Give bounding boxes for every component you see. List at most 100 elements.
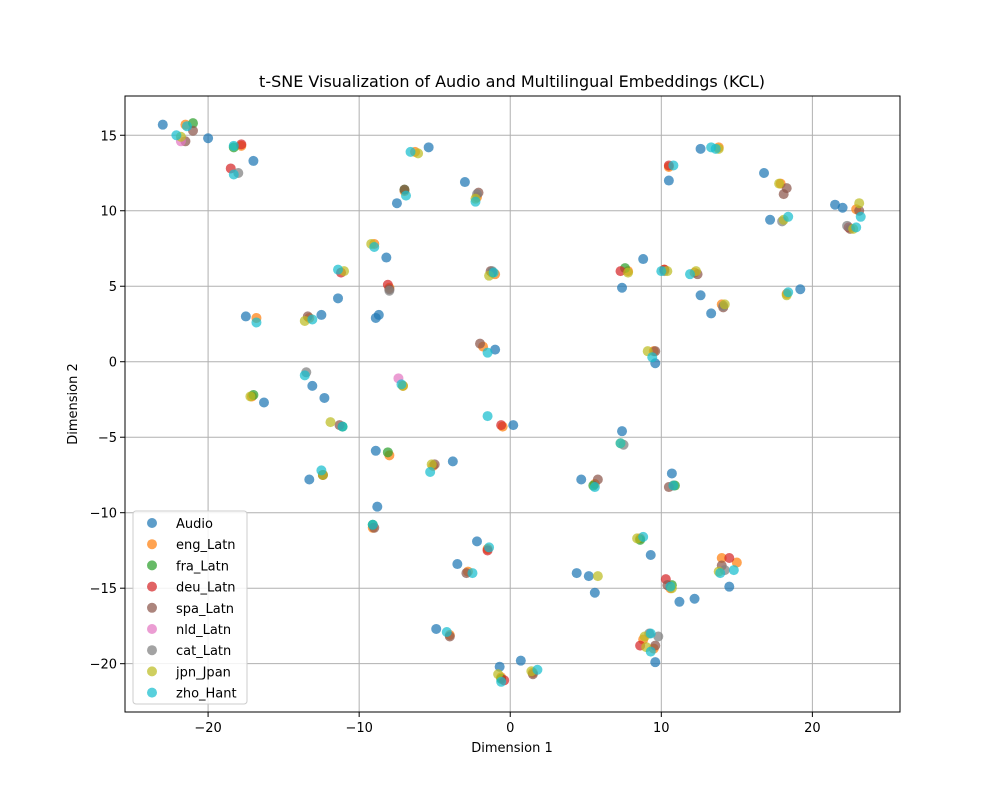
point-audio [240,311,251,322]
point-cat-latn [384,285,395,296]
legend-label-spa-latn: spa_Latn [176,602,234,617]
point-audio [203,133,214,144]
point-zho-hant [496,676,507,687]
legend-label-eng-latn: eng_Latn [176,538,236,553]
point-zho-hant [668,160,679,171]
point-audio [571,568,582,579]
point-audio [508,420,519,431]
point-deu-latn [496,420,507,431]
x-tick-label: 10 [653,721,670,736]
point-zho-hant [783,287,794,298]
point-zho-hant [333,264,344,275]
point-audio [724,581,735,592]
point-zho-hant [171,130,182,141]
point-zho-hant [307,314,318,325]
point-audio [370,445,381,456]
y-tick-label: 15 [100,129,117,144]
point-zho-hant [783,211,794,222]
x-tick-label: −20 [194,721,221,736]
point-audio [307,380,318,391]
point-jpn-jpan [854,198,865,209]
point-audio [370,312,381,323]
point-audio [689,593,700,604]
point-zho-hant [638,531,649,542]
point-jpn-jpan [426,459,437,470]
point-audio [333,293,344,304]
legend-marker-nld-latn [147,624,157,634]
point-zho-hant [482,411,493,422]
point-zho-hant [369,241,380,252]
legend-marker-jpn-jpan [147,666,157,677]
point-audio [638,254,649,265]
point-zho-hant [532,664,543,675]
point-zho-hant [470,196,481,207]
point-jpn-jpan [719,299,730,310]
point-jpn-jpan [623,267,634,278]
point-audio [423,142,434,153]
x-tick-label: −10 [345,721,372,736]
point-zho-hant [228,140,239,151]
legend-label-audio: Audio [176,517,213,532]
point-audio [372,501,383,512]
point-audio [381,252,392,263]
point-audio [515,655,526,666]
plot-frame [124,95,901,713]
point-audio [589,587,600,598]
x-axis-label: Dimension 1 [471,741,553,756]
legend-marker-cat-latn [147,645,157,656]
y-tick-label: −20 [90,658,117,673]
point-jpn-jpan [774,178,785,189]
legend-marker-fra-latn [147,560,157,571]
y-tick-label: 5 [109,280,117,295]
grid-lines [125,96,900,712]
point-audio [706,308,717,319]
point-audio [583,571,594,582]
point-audio [490,344,501,355]
point-zho-hant [337,421,348,432]
point-zho-hant [400,190,411,201]
point-jpn-jpan [493,669,504,680]
legend: Audio eng_Latn fra_Latn deu_Latn spa_Latnnld… [132,510,248,705]
point-zho-hant [645,646,656,657]
x-tick-label: 0 [506,721,514,736]
y-tick-label: −10 [90,507,117,522]
point-zho-hant [488,267,499,278]
point-jpn-jpan [299,315,310,326]
point-zho-hant [855,211,866,222]
chart-title: t-SNE Visualization of Audio and Multili… [259,72,765,91]
legend-label-nld-latn: nld_Latn [176,623,231,638]
point-zho-hant [615,438,626,449]
point-audio [674,596,685,607]
point-zho-hant [299,370,310,381]
point-spa-latn [592,474,603,485]
x-tick-label: 20 [804,721,821,736]
legend-label-jpn-jpan: jpn_Jpan [175,665,231,680]
point-zho-hant [181,121,192,132]
point-audio [248,155,259,166]
point-audio [459,177,470,188]
point-audio [830,199,841,210]
point-audio [695,290,706,301]
legend-marker-zho-hant [147,687,157,698]
point-audio [494,661,505,672]
point-audio [795,284,806,295]
point-zho-hant [645,628,656,639]
point-zho-hant [441,626,452,637]
legend-label-zho-hant: zho_Hant [176,687,237,702]
series-zho-hant [171,121,866,687]
point-audio [391,198,402,209]
point-audio [316,309,327,320]
point-eng-latn [731,557,742,568]
point-spa-latn [475,338,486,349]
point-zho-hant [665,581,676,592]
point-audio [645,549,656,560]
y-tick-label: −5 [98,431,117,446]
point-zho-hant [467,568,478,579]
point-audio [576,474,587,485]
point-zho-hant [405,146,416,157]
legend-box [132,510,248,705]
point-audio [447,456,458,467]
point-cat-latn [653,631,664,642]
point-zho-hant [251,317,262,328]
